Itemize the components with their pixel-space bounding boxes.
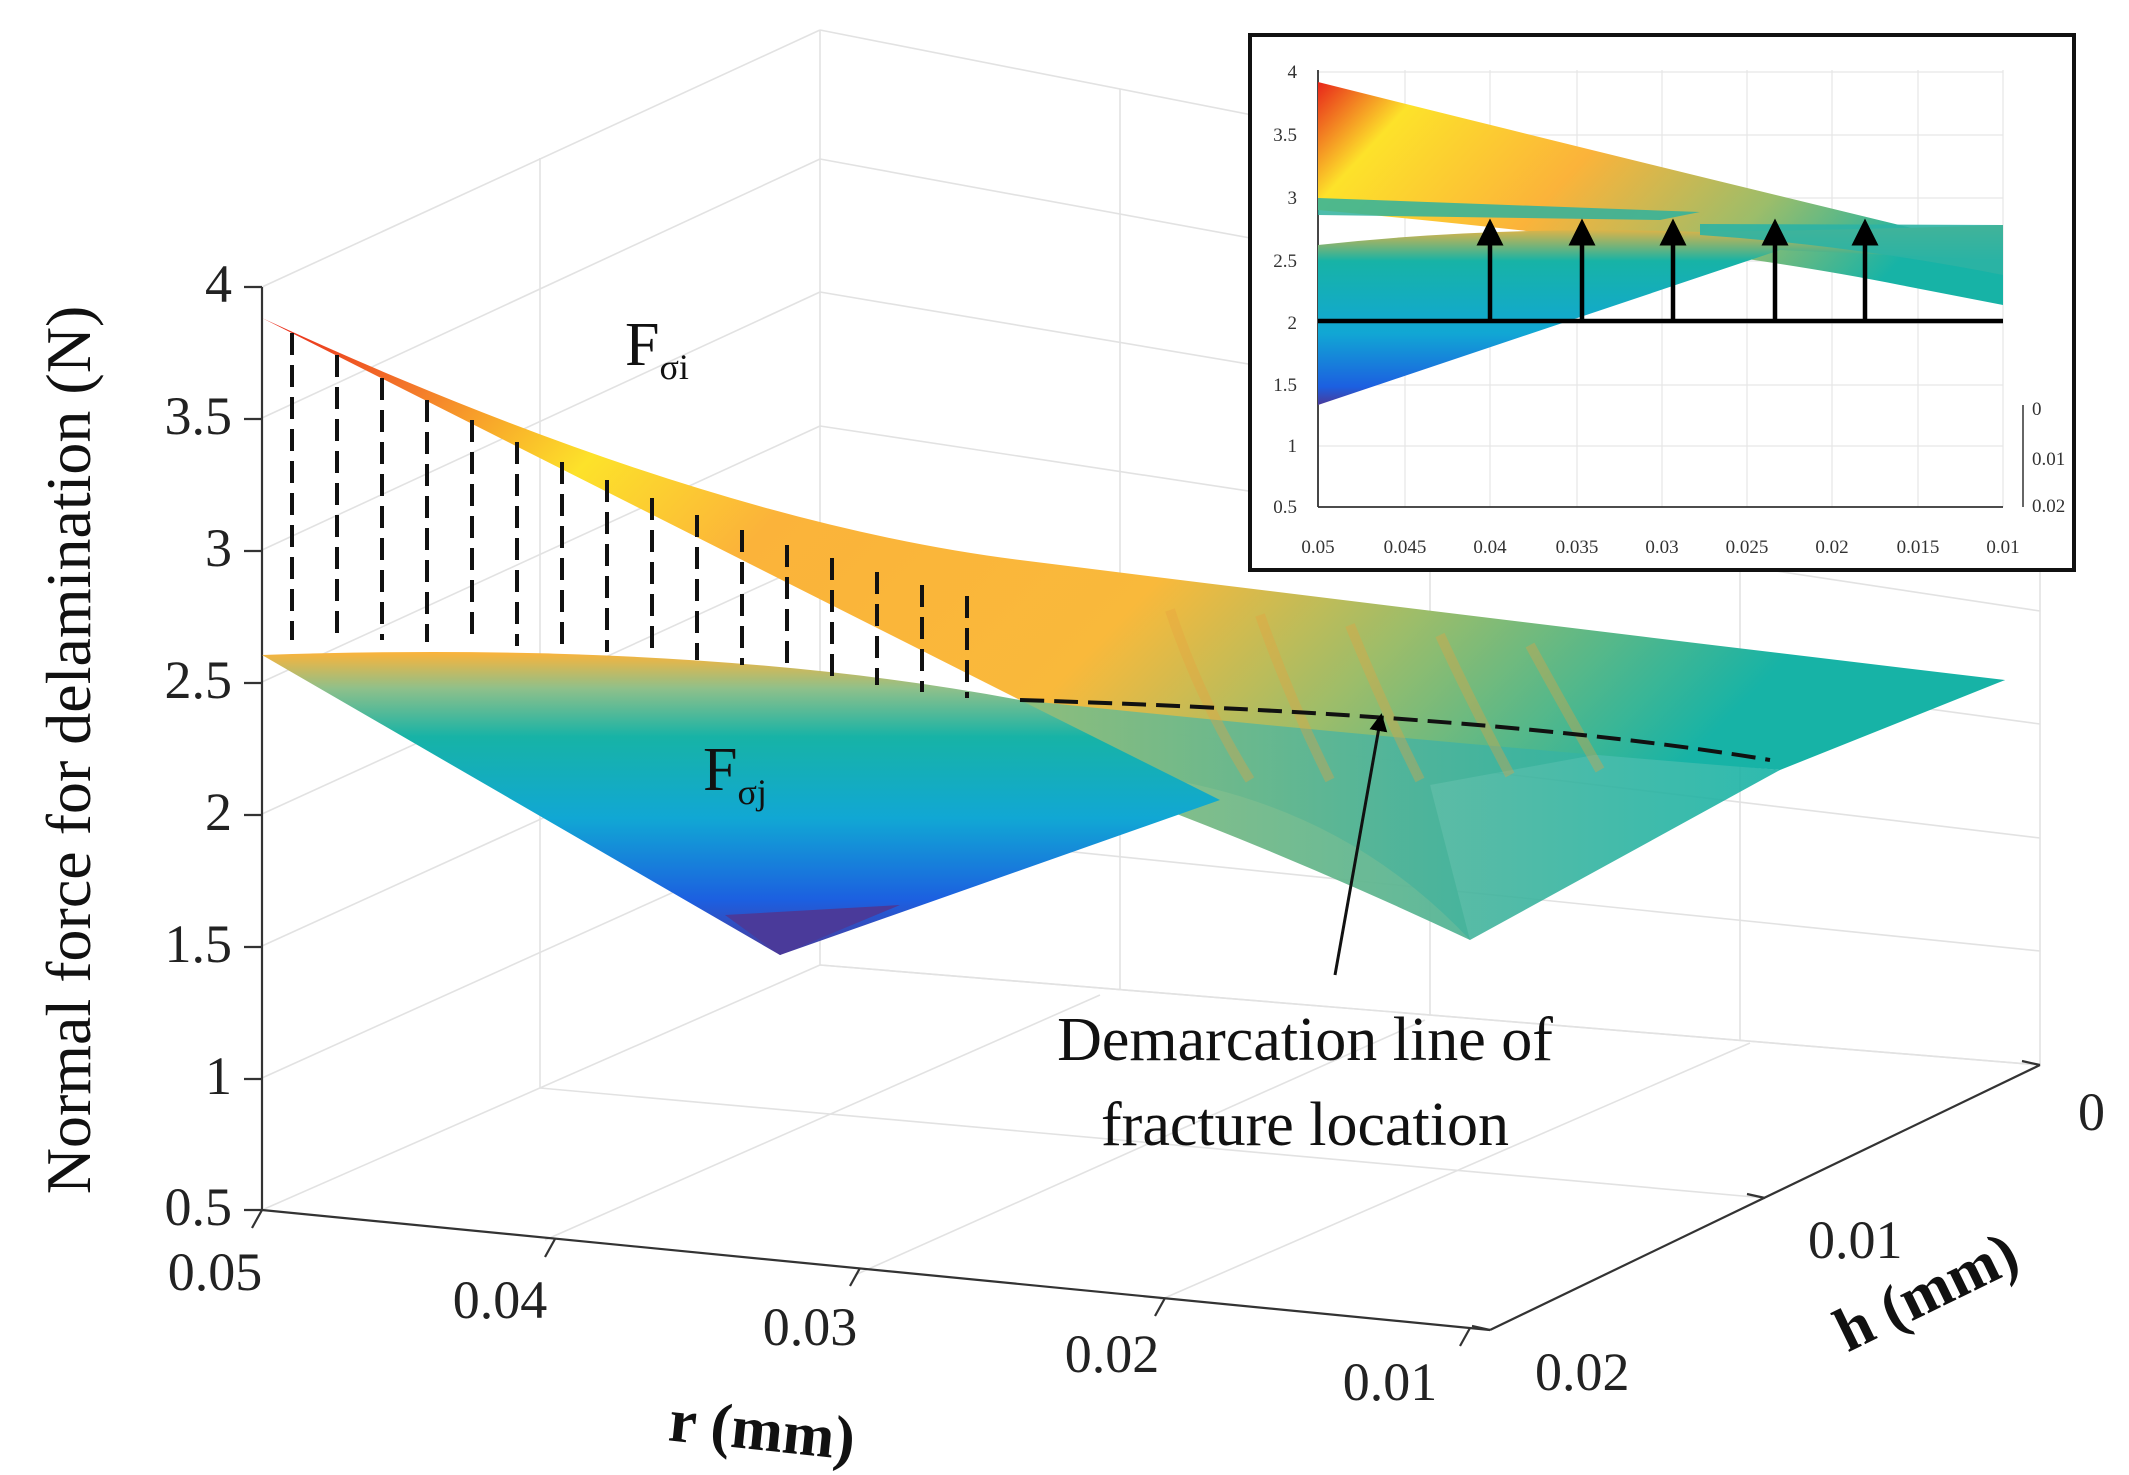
inset-y-tick: 2.5 — [1273, 251, 1297, 272]
y-tick: 1.5 — [165, 914, 233, 974]
surface-sigma-j-right — [1010, 700, 1780, 940]
surface-sigma-i — [262, 318, 2005, 770]
main-chart: 4 3.5 3 2.5 2 1.5 1 0.5 0.05 0.04 0.03 0… — [33, 29, 2105, 1474]
z-tick: 0.01 — [1808, 1210, 1903, 1270]
surface-bands — [1165, 608, 1605, 783]
inset-x-tick: 0.02 — [1815, 537, 1848, 558]
annotation-arrow — [1333, 713, 1388, 976]
x-tick: 0.03 — [763, 1297, 858, 1357]
annotation-text-line1: Demarcation line of — [1057, 1006, 1553, 1074]
x-tick: 0.02 — [1065, 1324, 1160, 1384]
surface-sigma-j — [262, 652, 1220, 955]
inset-arrows — [1476, 218, 1879, 321]
inset-z-tick: 0 — [2032, 399, 2042, 420]
inset-y-tick: 2 — [1288, 313, 1298, 334]
inset-x-tick: 0.05 — [1301, 537, 1334, 558]
demarcation-line — [1019, 698, 1771, 762]
inset-x-tick: 0.045 — [1384, 537, 1427, 558]
z-tick: 0 — [2078, 1082, 2105, 1142]
axes — [244, 285, 2041, 1347]
inset-x-tick-labels: 0.05 0.045 0.04 0.035 0.03 0.025 0.02 0.… — [1301, 537, 2019, 558]
y-tick: 3.5 — [165, 386, 233, 446]
label-sigma-j: Fσj — [703, 736, 767, 812]
y-tick: 1 — [205, 1046, 232, 1106]
inset-y-tick: 4 — [1288, 62, 1298, 83]
y-tick: 0.5 — [165, 1177, 233, 1237]
inset-x-tick: 0.04 — [1473, 537, 1507, 558]
x-tick-labels: 0.05 0.04 0.03 0.02 0.01 — [168, 1242, 1438, 1412]
y-tick: 4 — [205, 254, 232, 314]
inset-y-tick: 3.5 — [1273, 125, 1297, 146]
z-tick: 0.02 — [1535, 1342, 1630, 1402]
y-tick: 2 — [205, 782, 232, 842]
inset-z-tick: 0.01 — [2032, 449, 2065, 470]
label-sigma-i: Fσi — [625, 311, 689, 387]
inset-y-tick: 3 — [1288, 188, 1298, 209]
y-tick-labels: 4 3.5 3 2.5 2 1.5 1 0.5 — [165, 254, 233, 1237]
inset-y-tick: 0.5 — [1273, 497, 1297, 518]
inset-y-tick-labels: 4 3.5 3 2.5 2 1.5 1 0.5 — [1273, 62, 1297, 518]
inset-y-tick: 1 — [1288, 436, 1298, 457]
inset-z-tick-labels: 0 0.01 0.02 — [2032, 399, 2065, 517]
y-axis-label: Normal force for delamination (N) — [33, 306, 104, 1195]
inset-x-tick: 0.03 — [1645, 537, 1678, 558]
x-tick: 0.05 — [168, 1242, 263, 1302]
y-tick: 3 — [205, 518, 232, 578]
inset-x-tick: 0.01 — [1986, 537, 2019, 558]
x-tick: 0.04 — [453, 1270, 548, 1330]
x-axis-label: r (mm) — [666, 1387, 859, 1474]
surface-sigma-j-tip — [725, 905, 900, 955]
inset-y-tick: 1.5 — [1273, 375, 1297, 396]
inset-x-tick: 0.035 — [1556, 537, 1599, 558]
x-axis-line — [261, 1208, 1491, 1332]
inset-x-tick: 0.025 — [1726, 537, 1769, 558]
x-tick: 0.01 — [1343, 1352, 1438, 1412]
inset-x-tick: 0.015 — [1897, 537, 1940, 558]
annotation-text-line2: fracture location — [1101, 1091, 1509, 1159]
inset-chart: 4 3.5 3 2.5 2 1.5 1 0.5 0.05 0.045 0.04 … — [1248, 33, 2076, 572]
inset-z-tick: 0.02 — [2032, 496, 2065, 517]
z-tick-labels: 0 0.01 0.02 — [1535, 1082, 2105, 1402]
inset-surface-sigma-i-band — [1318, 198, 1700, 220]
dashed-gap-lines — [290, 333, 969, 698]
y-tick: 2.5 — [165, 650, 233, 710]
